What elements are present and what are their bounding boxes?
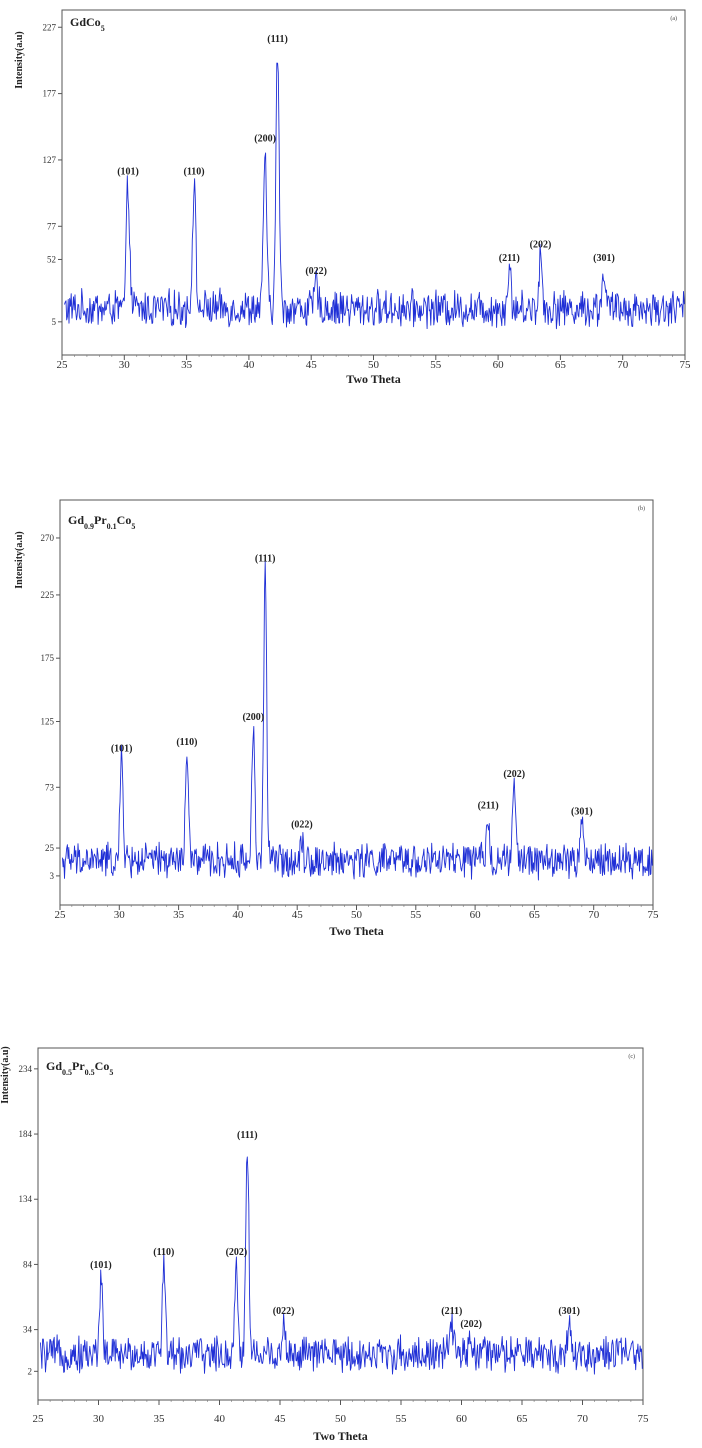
chart-panel-1: 25 30 35 40 45 50 55 60 65 70 75 5 52 77 127 177 227 Two … xyxy=(14,9,692,386)
panel-tag: (c) xyxy=(628,1053,635,1060)
peak-label: (202) xyxy=(503,769,525,780)
peak-label: (101) xyxy=(117,167,139,178)
x-tick-label: 40 xyxy=(232,909,244,921)
peak-label: (022) xyxy=(305,266,327,277)
chart-title: Gd0.9Pr0.1Co5 xyxy=(68,513,135,531)
peak-label: (301) xyxy=(558,1306,580,1317)
xrd-series-line xyxy=(39,1156,643,1375)
x-tick-label: 35 xyxy=(154,1413,166,1425)
x-tick-label: 75 xyxy=(680,359,692,371)
x-tick-label: 30 xyxy=(119,359,131,371)
x-tick-label: 55 xyxy=(396,1413,408,1425)
x-tick-label: 40 xyxy=(243,359,255,371)
x-tick-label: 60 xyxy=(470,909,482,921)
x-axis-label: Two Theta xyxy=(313,1429,368,1443)
peak-label: (202) xyxy=(460,1319,482,1330)
x-tick-label: 35 xyxy=(181,359,193,371)
peak-label: (200) xyxy=(242,712,264,723)
y-tick-label: 234 xyxy=(19,1064,33,1074)
peak-label: (301) xyxy=(571,807,593,818)
y-tick-label: 5 xyxy=(52,317,57,327)
xrd-series-line xyxy=(61,561,653,881)
y-tick-label: 52 xyxy=(47,254,56,264)
y-tick-label: 34 xyxy=(23,1325,33,1335)
x-tick-label: 60 xyxy=(456,1413,468,1425)
y-tick-label: 175 xyxy=(41,653,55,663)
peak-label: (022) xyxy=(291,819,313,830)
y-axis-label: Intensity(a.u) xyxy=(14,531,25,589)
y-tick-label: 25 xyxy=(45,843,55,853)
plot-frame xyxy=(59,499,654,906)
y-tick-label: 73 xyxy=(45,782,55,792)
x-tick-label: 30 xyxy=(93,1413,105,1425)
y-tick-label: 84 xyxy=(23,1259,33,1269)
x-tick-label: 55 xyxy=(410,909,422,921)
x-tick-label: 55 xyxy=(430,359,442,371)
peak-label: (111) xyxy=(267,34,288,45)
peak-label: (200) xyxy=(254,133,276,144)
y-tick-label: 125 xyxy=(41,716,55,726)
x-axis-label: Two Theta xyxy=(346,372,401,386)
peak-label: (111) xyxy=(237,1130,258,1141)
x-tick-label: 50 xyxy=(351,909,363,921)
y-tick-label: 225 xyxy=(41,590,55,600)
peak-label: (022) xyxy=(273,1306,295,1317)
peak-label: (211) xyxy=(499,253,520,264)
y-tick-label: 227 xyxy=(43,22,57,32)
x-tick-label: 45 xyxy=(306,359,318,371)
chart-panel-3: 25 30 35 40 45 50 55 60 65 70 7523484134184234Two … xyxy=(0,1046,649,1443)
y-tick-label: 184 xyxy=(19,1129,33,1139)
x-tick-label: 40 xyxy=(214,1413,226,1425)
x-tick-label: 25 xyxy=(57,359,69,371)
y-axis-label: Intensity(a.u) xyxy=(14,31,25,89)
chart-title: GdCo5 xyxy=(70,15,105,33)
y-tick-label: 77 xyxy=(47,221,57,231)
peak-label: (101) xyxy=(111,743,133,754)
x-axis-label: Two Theta xyxy=(329,924,384,938)
x-tick-label: 65 xyxy=(517,1413,529,1425)
peak-label: (110) xyxy=(153,1247,174,1258)
peak-label: (110) xyxy=(184,167,205,178)
peak-label: (202) xyxy=(226,1247,248,1258)
x-tick-label: 70 xyxy=(588,909,600,921)
y-tick-label: 134 xyxy=(19,1194,33,1204)
x-tick-label: 70 xyxy=(617,359,629,371)
x-tick-label: 75 xyxy=(648,909,660,921)
chart-title: Gd0.5Pr0.5Co5 xyxy=(46,1059,113,1077)
peak-label: (101) xyxy=(90,1260,112,1271)
x-tick-label: 25 xyxy=(33,1413,45,1425)
x-tick-label: 65 xyxy=(555,359,567,371)
peak-label: (211) xyxy=(441,1306,462,1317)
y-axis-label: Intensity(a.u) xyxy=(0,1046,11,1104)
y-tick-label: 3 xyxy=(50,871,55,881)
x-tick-label: 45 xyxy=(292,909,304,921)
peak-label: (202) xyxy=(530,239,552,250)
y-tick-label: 270 xyxy=(41,533,55,543)
xrd-series-line xyxy=(64,62,685,330)
x-tick-label: 75 xyxy=(638,1413,650,1425)
x-tick-label: 65 xyxy=(529,909,541,921)
peak-label: (211) xyxy=(478,800,499,811)
x-tick-label: 30 xyxy=(114,909,126,921)
peak-label: (301) xyxy=(593,253,615,264)
x-tick-label: 25 xyxy=(55,909,67,921)
panel-tag: (a) xyxy=(670,15,677,22)
chart-panel-2: 25 30 35 40 45 50 55 60 65 70 75 3 25 73 125 175 225 270 T… xyxy=(14,499,660,938)
peak-label: (111) xyxy=(255,554,276,565)
y-tick-label: 127 xyxy=(43,155,57,165)
x-tick-label: 50 xyxy=(368,359,380,371)
x-tick-label: 45 xyxy=(275,1413,287,1425)
x-tick-label: 35 xyxy=(173,909,185,921)
x-tick-label: 70 xyxy=(577,1413,589,1425)
y-tick-label: 2 xyxy=(28,1366,33,1376)
x-tick-label: 60 xyxy=(493,359,505,371)
x-tick-label: 50 xyxy=(335,1413,347,1425)
peak-label: (110) xyxy=(176,737,197,748)
panel-tag: (b) xyxy=(638,505,645,512)
y-tick-label: 177 xyxy=(43,89,57,99)
